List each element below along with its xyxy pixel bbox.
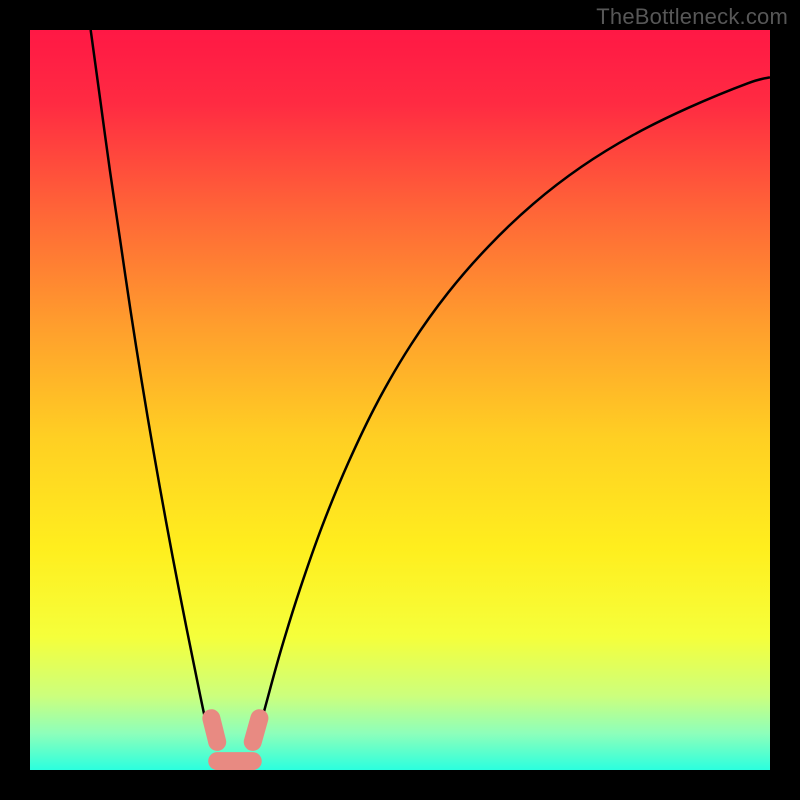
curve-right [255,77,770,746]
chart-area [30,30,770,770]
page-root: TheBottleneck.com [0,0,800,800]
curve-left [91,30,215,746]
watermark-label: TheBottleneck.com [596,4,788,30]
curve-overlay [30,30,770,770]
marker-left-end [211,718,217,742]
marker-right-end [253,718,260,742]
